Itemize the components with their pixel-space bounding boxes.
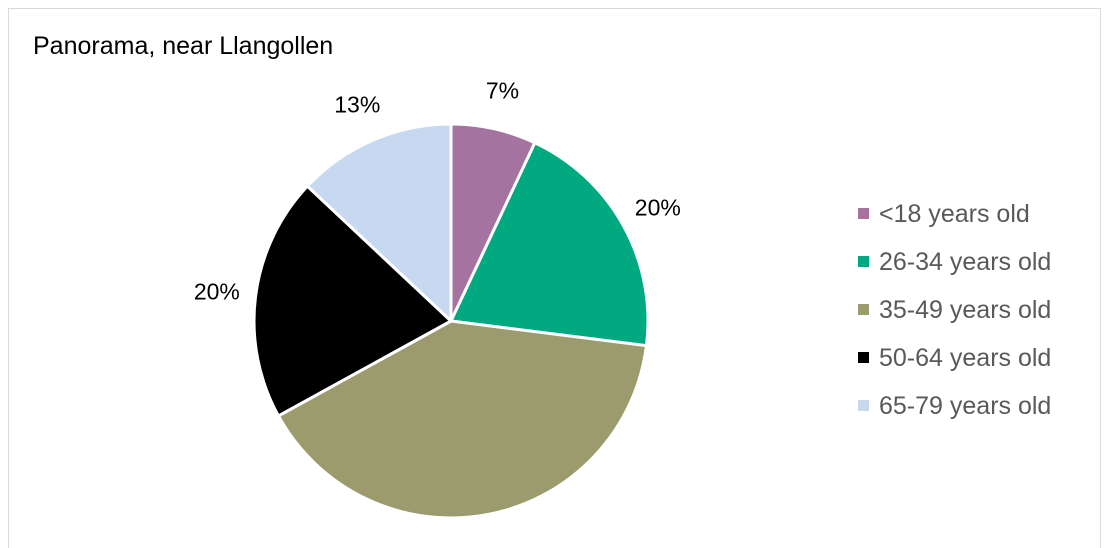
legend-label: 65-79 years old [879,392,1052,420]
pie-slice-35-49 [276,319,648,520]
data-label-50-64: 20% [194,278,240,304]
legend-item-50-64: 50-64 years old [858,334,1051,382]
legend-item-under-18: <18 years old [858,190,1051,238]
pie-slice-50-64 [252,184,453,418]
legend-swatch [858,399,869,411]
legend-swatch [858,255,869,267]
legend-item-35-49: 35-49 years old [858,286,1051,334]
pie-slice-26-34 [449,141,650,348]
chart-title: Panorama, near Llangollen [33,32,334,60]
legend: <18 years old 26-34 years old 35-49 year… [858,190,1051,430]
legend-item-26-34: 26-34 years old [858,238,1051,286]
legend-item-65-79: 65-79 years old [858,382,1051,430]
legend-label: 50-64 years old [879,344,1052,372]
data-label-65-79: 13% [334,91,380,117]
data-label-35-49: 40% [472,540,518,541]
legend-swatch [858,351,869,363]
legend-label: <18 years old [879,200,1030,228]
legend-label: 26-34 years old [879,248,1052,276]
pie-data-labels: 7% 20% 40% 20% 13% [194,78,681,541]
legend-label: 35-49 years old [879,296,1052,324]
data-label-under-18: 7% [486,78,519,104]
legend-swatch [858,207,869,219]
data-label-26-34: 20% [635,194,681,220]
pie-slices [252,122,650,520]
legend-swatch [858,303,869,315]
pie-slice-65-79 [305,122,453,323]
